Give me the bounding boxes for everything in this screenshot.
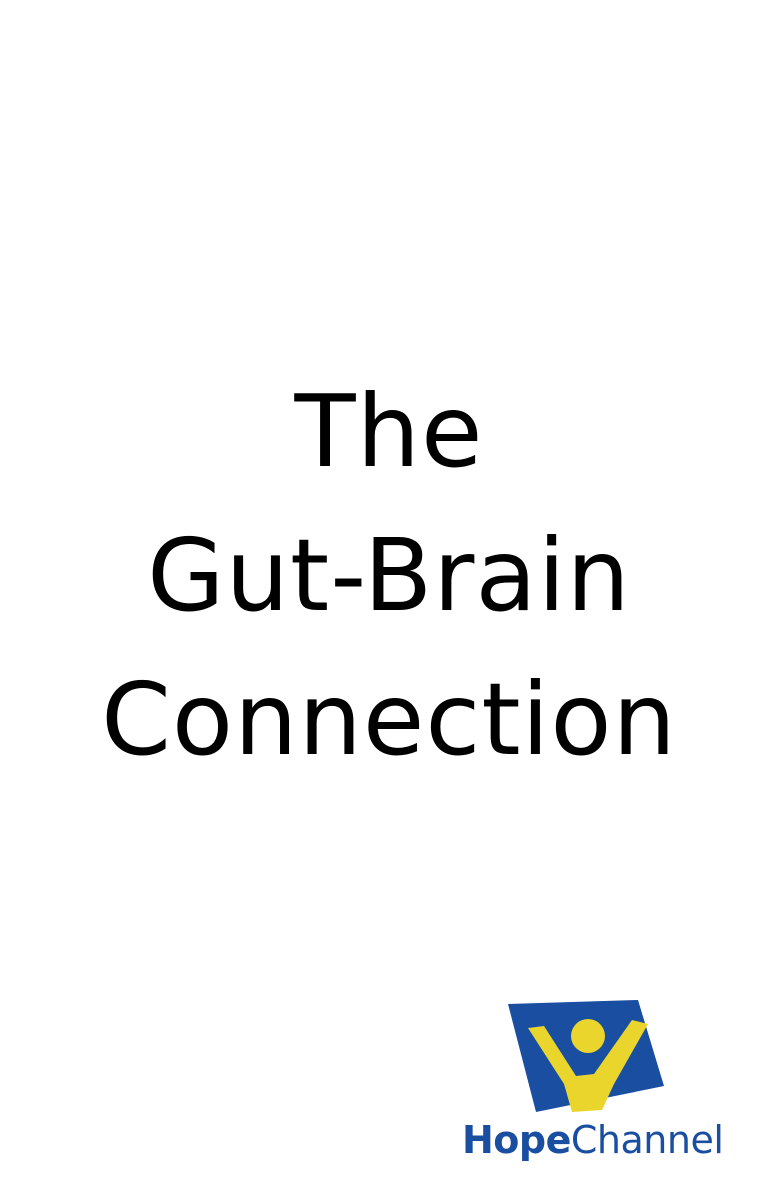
title-line-2: Gut-Brain — [147, 517, 631, 634]
wordmark-channel: Channel — [570, 1118, 724, 1162]
title-line-3: Connection — [101, 661, 677, 778]
title-line-1: The — [294, 373, 484, 490]
hope-channel-emblem-icon — [508, 1000, 664, 1112]
hope-channel-wordmark: HopeChannel — [462, 1112, 724, 1168]
wordmark-hope: Hope — [462, 1118, 571, 1162]
page-title: The Gut-Brain Connection — [0, 360, 778, 792]
hope-channel-logo: HopeChannel — [462, 1000, 724, 1170]
